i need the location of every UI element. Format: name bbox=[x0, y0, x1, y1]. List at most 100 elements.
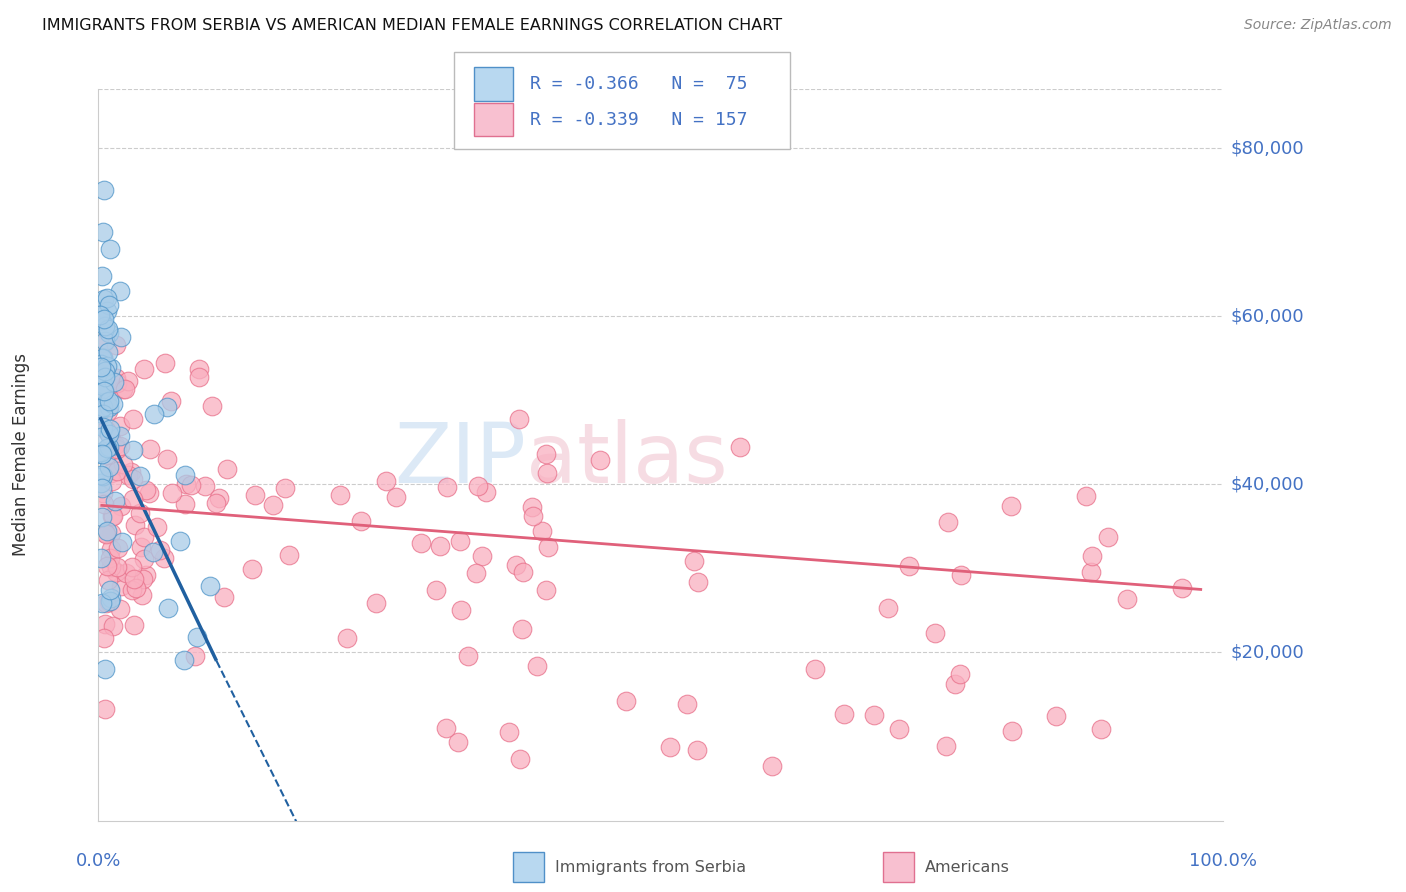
Text: 0.0%: 0.0% bbox=[76, 852, 121, 870]
Point bbox=[935, 739, 957, 753]
Point bbox=[90, 359, 112, 374]
Point bbox=[93, 336, 115, 351]
Point bbox=[139, 442, 162, 457]
Point bbox=[278, 548, 301, 562]
Point bbox=[93, 183, 115, 197]
Point bbox=[96, 441, 118, 455]
Point bbox=[110, 330, 132, 344]
Point bbox=[89, 308, 111, 322]
Text: $40,000: $40,000 bbox=[1230, 475, 1303, 493]
Text: 100.0%: 100.0% bbox=[1189, 852, 1257, 870]
Point bbox=[156, 452, 179, 467]
Point bbox=[104, 438, 127, 452]
Point bbox=[146, 519, 169, 533]
Point bbox=[122, 473, 145, 487]
Point bbox=[682, 554, 704, 568]
Point bbox=[100, 432, 122, 446]
Point bbox=[97, 326, 120, 340]
Point bbox=[105, 559, 128, 574]
Point bbox=[94, 423, 117, 437]
Point bbox=[105, 376, 128, 391]
Point bbox=[122, 492, 145, 507]
Text: $60,000: $60,000 bbox=[1230, 307, 1303, 326]
Point bbox=[121, 560, 143, 574]
Point bbox=[121, 583, 143, 598]
Point bbox=[156, 400, 179, 414]
Point bbox=[111, 535, 134, 549]
Point bbox=[336, 632, 359, 646]
Point bbox=[93, 384, 115, 399]
Point bbox=[108, 284, 131, 298]
Point bbox=[96, 359, 118, 373]
Point bbox=[121, 443, 143, 458]
Point bbox=[350, 514, 373, 528]
Point bbox=[200, 579, 222, 593]
Point bbox=[96, 395, 118, 409]
Point bbox=[1045, 709, 1067, 723]
Point bbox=[1090, 722, 1112, 736]
Point bbox=[329, 488, 352, 502]
Point bbox=[149, 543, 172, 558]
Point bbox=[94, 702, 117, 716]
Point bbox=[675, 697, 697, 711]
Point bbox=[100, 559, 122, 574]
Point bbox=[803, 662, 825, 676]
Point bbox=[112, 382, 135, 396]
Point bbox=[447, 735, 470, 749]
Point bbox=[93, 364, 115, 378]
Point bbox=[131, 541, 153, 555]
Point bbox=[97, 322, 120, 336]
Point bbox=[91, 447, 114, 461]
Point bbox=[832, 706, 855, 721]
Point bbox=[1097, 529, 1119, 543]
Point bbox=[91, 469, 114, 483]
Point bbox=[457, 649, 479, 664]
Point bbox=[97, 573, 120, 587]
Point bbox=[91, 351, 114, 366]
Point bbox=[464, 566, 486, 580]
Point bbox=[467, 478, 489, 492]
Point bbox=[138, 486, 160, 500]
Point bbox=[93, 631, 115, 645]
Point bbox=[97, 426, 120, 441]
Point bbox=[174, 477, 197, 491]
Point bbox=[132, 530, 155, 544]
Point bbox=[160, 393, 183, 408]
Point bbox=[89, 468, 111, 483]
Point bbox=[91, 401, 114, 416]
Point bbox=[950, 567, 973, 582]
Point bbox=[96, 395, 118, 409]
Point bbox=[162, 486, 184, 500]
Point bbox=[425, 582, 447, 597]
Point bbox=[877, 601, 900, 615]
Point bbox=[108, 429, 131, 443]
Text: R = -0.366   N =  75: R = -0.366 N = 75 bbox=[530, 75, 748, 93]
Point bbox=[143, 407, 166, 421]
Point bbox=[1001, 723, 1024, 738]
Point bbox=[101, 509, 124, 524]
Point bbox=[730, 440, 752, 454]
Point bbox=[374, 474, 396, 488]
Point bbox=[117, 467, 139, 482]
Point bbox=[90, 510, 112, 524]
Point bbox=[93, 312, 115, 326]
Point bbox=[429, 539, 451, 553]
Point bbox=[125, 582, 148, 596]
Point bbox=[94, 369, 117, 384]
Text: $20,000: $20,000 bbox=[1230, 643, 1303, 662]
Point bbox=[180, 478, 202, 492]
Point bbox=[530, 524, 553, 538]
Point bbox=[96, 596, 118, 610]
Point bbox=[534, 582, 557, 597]
Point bbox=[212, 590, 235, 604]
Point bbox=[498, 724, 520, 739]
Point bbox=[108, 601, 131, 615]
Point bbox=[537, 541, 560, 555]
Point bbox=[534, 447, 557, 461]
Point bbox=[173, 653, 195, 667]
Point bbox=[536, 466, 558, 480]
Point bbox=[98, 594, 121, 608]
Point bbox=[121, 412, 143, 426]
Point bbox=[169, 533, 191, 548]
Point bbox=[186, 630, 208, 644]
